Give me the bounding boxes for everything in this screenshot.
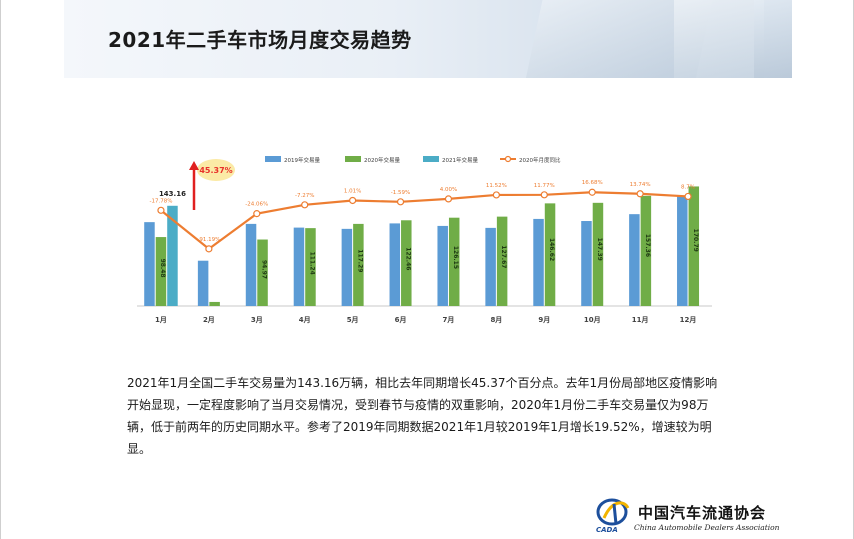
data-label: 143.16 bbox=[159, 190, 186, 198]
yoy-point bbox=[684, 192, 692, 201]
bar bbox=[496, 216, 508, 306]
cada-emblem-icon bbox=[596, 498, 630, 526]
legend-label: 2020年月度同比 bbox=[519, 156, 561, 164]
logo-name-en: China Automobile Dealers Association bbox=[634, 523, 780, 532]
legend-swatch bbox=[504, 155, 512, 163]
yoy-point bbox=[205, 245, 213, 253]
page-title: 2021年二手车市场月度交易趋势 bbox=[108, 28, 412, 52]
bar bbox=[688, 186, 700, 306]
highlight-bubble bbox=[197, 159, 235, 181]
bar bbox=[629, 214, 640, 306]
bar bbox=[197, 260, 209, 306]
x-tick-label: 7月 bbox=[443, 316, 455, 324]
bar bbox=[544, 203, 556, 306]
bar bbox=[341, 228, 353, 306]
yoy-label: -91.19% bbox=[197, 237, 220, 243]
logo-abbr: CADA bbox=[596, 526, 618, 534]
yoy-label: -7.27% bbox=[295, 193, 314, 199]
yoy-label: -24.06% bbox=[245, 202, 268, 208]
yoy-label: 11.77% bbox=[534, 183, 555, 189]
yoy-point bbox=[253, 210, 261, 218]
slide-border-left bbox=[0, 0, 1, 539]
x-tick-label: 9月 bbox=[538, 316, 550, 324]
yoy-label: 8.7% bbox=[681, 184, 695, 190]
x-tick-label: 10月 bbox=[584, 316, 601, 324]
yoy-point bbox=[444, 195, 453, 203]
logo-name-cn: 中国汽车流通协会 bbox=[638, 504, 767, 522]
bar bbox=[677, 195, 688, 306]
growth-arrow-head bbox=[189, 161, 199, 170]
bar bbox=[592, 202, 604, 306]
bar bbox=[640, 195, 652, 306]
yoy-point bbox=[636, 190, 644, 198]
highlight-label: 45.37% bbox=[199, 166, 232, 175]
data-label: 117.29 bbox=[356, 249, 363, 272]
yoy-label: 13.74% bbox=[630, 182, 651, 188]
bar bbox=[155, 237, 167, 306]
x-tick-label: 3月 bbox=[251, 316, 263, 324]
bar bbox=[485, 227, 496, 306]
bar bbox=[167, 205, 178, 306]
data-label: 146.62 bbox=[548, 238, 555, 261]
legend-label: 2020年交易量 bbox=[364, 156, 400, 164]
data-label: 157.36 bbox=[644, 234, 651, 257]
banner-decoration bbox=[674, 0, 764, 78]
x-tick-label: 12月 bbox=[680, 316, 697, 324]
yoy-point bbox=[157, 206, 165, 214]
data-label: 147.39 bbox=[596, 238, 603, 261]
data-label: 98.48 bbox=[159, 259, 166, 278]
x-tick-label: 2月 bbox=[203, 316, 215, 324]
data-label: 111.24 bbox=[308, 252, 315, 275]
yoy-point bbox=[301, 201, 309, 209]
cada-logo: CADA 中国汽车流通协会 China Automobile Dealers A… bbox=[594, 494, 794, 539]
data-label: 122.46 bbox=[404, 247, 411, 270]
x-tick-label: 1月 bbox=[155, 316, 167, 324]
yoy-point bbox=[492, 191, 500, 199]
bar bbox=[448, 217, 460, 306]
yoy-label: -17.78% bbox=[149, 198, 172, 204]
yoy-label: 4.00% bbox=[440, 187, 457, 193]
bar bbox=[245, 223, 257, 306]
legend-swatch bbox=[345, 156, 361, 162]
yoy-label: -1.59% bbox=[391, 190, 410, 196]
description-text: 2021年1月全国二手车交易量为143.16万辆，相比去年同期增长45.37个百… bbox=[127, 376, 718, 456]
bar bbox=[257, 239, 268, 306]
bar bbox=[209, 301, 220, 306]
yoy-point bbox=[396, 198, 405, 206]
bar bbox=[353, 223, 364, 306]
data-label: 94.97 bbox=[261, 260, 268, 279]
bar bbox=[305, 228, 316, 306]
yoy-point bbox=[588, 188, 596, 196]
yoy-point bbox=[349, 196, 357, 205]
bar bbox=[581, 221, 592, 306]
legend-swatch bbox=[265, 156, 281, 162]
yoy-line bbox=[160, 191, 689, 251]
yoy-point bbox=[540, 191, 548, 199]
x-tick-label: 11月 bbox=[632, 316, 649, 324]
legend-swatch bbox=[423, 156, 439, 162]
x-tick-label: 5月 bbox=[347, 316, 359, 324]
yoy-label: 16.68% bbox=[582, 180, 603, 186]
x-tick-label: 4月 bbox=[299, 316, 311, 324]
x-tick-label: 6月 bbox=[395, 316, 407, 324]
bar bbox=[293, 227, 305, 306]
banner-decoration bbox=[754, 0, 792, 78]
bar bbox=[401, 220, 412, 306]
legend-label: 2019年交易量 bbox=[284, 156, 320, 164]
data-label: 170.79 bbox=[692, 229, 699, 252]
yoy-label: 11.52% bbox=[486, 183, 507, 189]
x-tick-label: 8月 bbox=[490, 316, 502, 324]
bar bbox=[144, 222, 155, 306]
legend-label: 2021年交易量 bbox=[442, 156, 478, 164]
data-label: 126.15 bbox=[452, 246, 459, 269]
bar bbox=[437, 225, 448, 306]
monthly-trade-chart: 2019年交易量 2020年交易量 2021年交易量 2020年月度同比 98.48 14… bbox=[137, 155, 712, 324]
bar bbox=[389, 223, 401, 306]
yoy-label: 1.01% bbox=[344, 188, 361, 194]
data-label: 127.67 bbox=[500, 245, 507, 268]
header-banner bbox=[64, 0, 792, 78]
bar bbox=[533, 218, 544, 306]
